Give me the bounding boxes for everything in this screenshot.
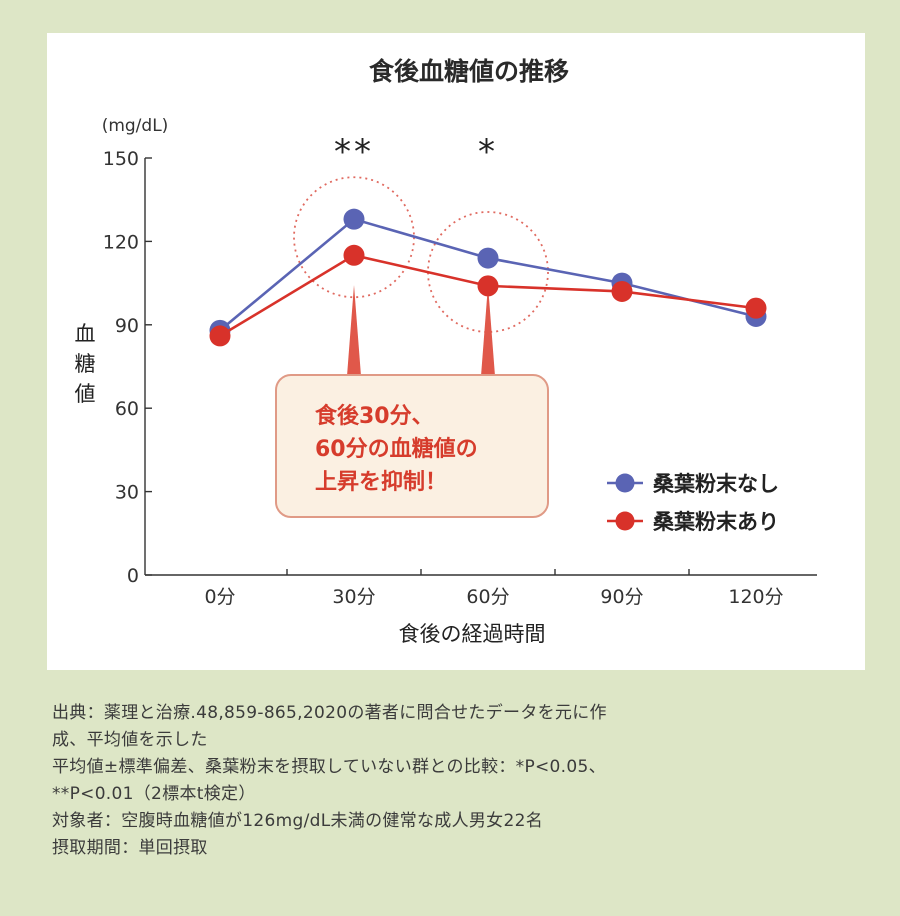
series-layer: [209, 208, 767, 347]
y-axis-label-char: 値: [75, 382, 96, 406]
note-line: 成、平均値を示した: [52, 730, 208, 750]
callout-pointer: [481, 285, 495, 376]
y-unit-label: (mg/dL): [102, 116, 169, 136]
callout-pointer: [347, 285, 361, 376]
note-line: 摂取期間：単回摂取: [52, 838, 208, 858]
note-line: 出典：薬理と治療.48,859-865,2020の著者に問合せたデータを元に作: [52, 703, 607, 723]
significance-mark: **: [334, 132, 374, 172]
y-tick-label: 0: [127, 565, 139, 587]
legend-entry: 桑葉粉末あり: [607, 510, 779, 534]
data-point: [477, 247, 499, 269]
y-tick-label: 150: [103, 148, 139, 170]
y-axis-label-char: 血: [75, 322, 96, 346]
note-line: 対象者：空腹時血糖値が126mg/dL未満の健常な成人男女22名: [52, 811, 544, 831]
chart-title: 食後血糖値の推移: [369, 57, 569, 86]
legend-label: 桑葉粉末なし: [653, 472, 779, 496]
y-axis-label-char: 糖: [75, 352, 96, 376]
data-point: [209, 325, 231, 347]
callout-line: 60分の血糖値の: [315, 437, 478, 462]
significance-highlights: ** *: [293, 132, 549, 376]
y-axis-label: 血糖値: [75, 322, 96, 406]
data-point: [343, 208, 365, 230]
line-chart: 食後血糖値の推移 (mg/dL) 血糖値 0 30 60 90 120 150 0分 30分 6…: [75, 57, 817, 646]
axes: 0 30 60 90 120 150 0分 30分 60分 90分 120分: [103, 148, 817, 608]
legend-swatch-marker: [615, 473, 635, 493]
y-tick-label: 60: [115, 398, 139, 420]
y-tick-label: 120: [103, 231, 139, 253]
data-point: [611, 280, 633, 302]
data-point: [745, 297, 767, 319]
note-line: 平均値±標準偏差、桑葉粉末を摂取していない群との比較：*P<0.05、: [52, 757, 606, 777]
x-tick-label: 60分: [466, 586, 509, 608]
x-tick-label: 120分: [728, 586, 783, 608]
chart-panel: 食後血糖値の推移 (mg/dL) 血糖値 0 30 60 90 120 150 0分 30分 6…: [47, 33, 865, 670]
series-2: [209, 244, 767, 347]
legend-label: 桑葉粉末あり: [653, 510, 779, 534]
significance-mark: *: [478, 132, 498, 172]
note-line: **P<0.01（2標本t検定）: [52, 784, 256, 804]
legend-swatch-marker: [615, 511, 635, 531]
data-point: [343, 244, 365, 266]
source-notes: 出典：薬理と治療.48,859-865,2020の著者に問合せたデータを元に作 …: [52, 700, 882, 862]
x-tick-label: 0分: [204, 586, 235, 608]
data-point: [477, 275, 499, 297]
callout-line: 上昇を抑制！: [315, 470, 448, 495]
x-tick-label: 30分: [332, 586, 375, 608]
highlight-circle: [427, 211, 549, 333]
legend-entry: 桑葉粉末なし: [607, 472, 779, 496]
x-axis-label: 食後の経過時間: [399, 622, 546, 646]
y-tick-label: 90: [115, 315, 139, 337]
callout-line: 食後30分、: [315, 404, 434, 429]
y-tick-label: 30: [115, 482, 139, 504]
callout-box: 食後30分、 60分の血糖値の 上昇を抑制！: [275, 374, 549, 518]
x-tick-label: 90分: [600, 586, 643, 608]
